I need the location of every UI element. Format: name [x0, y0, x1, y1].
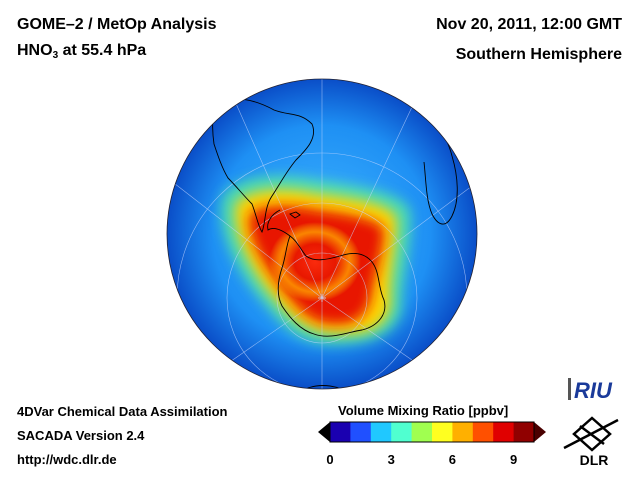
antarctic-peninsula: [267, 209, 291, 237]
species-name: HNO: [17, 42, 53, 59]
colorbar-max-arrow: [534, 422, 546, 442]
riu-logo: RIU: [568, 378, 613, 403]
colorbar-cell: [391, 422, 413, 442]
graticule: [169, 79, 477, 389]
colorbar-tick-label: 3: [387, 452, 395, 467]
dlr-logo: DLR: [563, 416, 619, 468]
footer-version: SACADA Version 2.4: [17, 428, 145, 443]
globe-outline: [166, 78, 478, 390]
colorbar-cell: [350, 422, 372, 442]
colorbar-cell: [411, 422, 433, 442]
title-species: HNO3 at 55.4 hPa: [17, 42, 146, 61]
colorbar-cell: [513, 422, 535, 442]
footer-url[interactable]: http://wdc.dlr.de: [17, 452, 117, 467]
species-level: at 55.4 hPa: [58, 42, 147, 59]
title-instrument: GOME–2 / MetOp Analysis: [17, 16, 217, 33]
dlr-logo-mark: [563, 416, 619, 452]
colorbar-cell: [370, 422, 392, 442]
colorbar-tick-label: 6: [448, 452, 457, 467]
south-america-coast: [212, 98, 314, 233]
riu-logo-bar: [568, 378, 571, 400]
antarctica-coast: [277, 235, 386, 337]
title-date: Nov 20, 2011, 12:00 GMT: [436, 16, 622, 33]
coastlines: [212, 98, 458, 389]
footer-method: 4DVar Chemical Data Assimilation: [17, 404, 228, 419]
colorbar-tick-label: 9: [509, 452, 518, 467]
colorbar-min-arrow: [318, 422, 330, 442]
colorbar-frame: [329, 421, 535, 443]
species-subscript: 3: [52, 50, 59, 61]
colorbar-tick-label: 0: [326, 452, 334, 467]
field-hotspot: [269, 222, 361, 302]
australia-coast: [291, 385, 365, 389]
colorbar-title: Volume Mixing Ratio [ppbv]: [338, 403, 509, 418]
falklands: [289, 211, 301, 219]
colorbar-cell: [472, 422, 494, 442]
colorbar-cells: [330, 422, 535, 442]
colorbar: [318, 421, 546, 443]
colorbar-cell: [330, 422, 351, 442]
south-pole-marker: [318, 294, 326, 302]
colorbar-cell: [493, 422, 515, 442]
colorbar-cell: [452, 422, 474, 442]
colorbar-cell: [432, 422, 453, 442]
dlr-logo-text: DLR: [580, 452, 609, 468]
title-region: Southern Hemisphere: [455, 46, 622, 63]
riu-logo-text: RIU: [574, 378, 613, 403]
